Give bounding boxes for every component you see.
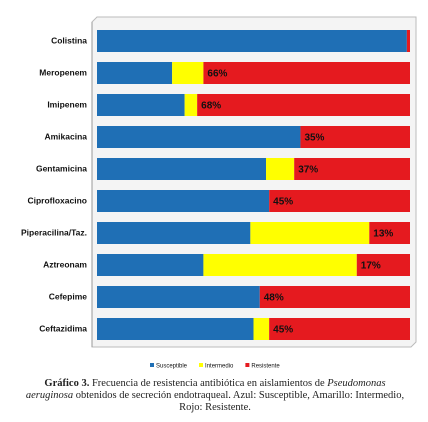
caption-species: Pseudomonas aeruginosa [25,378,386,401]
bar-segment [97,190,270,212]
data-label: 45% [273,325,293,336]
y-tick-label: Ciprofloxacino [27,195,87,205]
y-tick-label: Gentamicina [36,163,87,173]
bar-segment [250,222,370,244]
bar-segment [97,126,301,148]
data-label: 17% [361,261,381,272]
bar-segment [259,286,410,308]
bar-segment [294,158,410,180]
bar-segment [300,126,410,148]
data-label: 66% [207,69,227,80]
bar-segment [253,318,270,340]
data-label: 37% [298,165,318,176]
data-label: 68% [201,101,221,112]
legend-label: Intermedio [205,364,234,370]
y-tick-label: Ceftazidima [39,323,87,333]
y-tick-label: Aztreonam [43,259,87,269]
bar-segment [406,30,410,52]
y-tick-label: Imipenem [47,99,87,109]
legend-swatch [245,363,250,367]
bar-segment [172,62,204,84]
bar-segment [184,94,198,116]
bar-segment [269,318,410,340]
data-label: 48% [264,293,284,304]
legend-swatch [150,363,154,367]
bar-segment [369,222,410,244]
data-label: 35% [304,133,324,144]
caption-text: Frecuencia de resistencia antibiótica en… [91,378,325,389]
y-tick-label: Piperacilina/Taz. [21,227,87,237]
bar-segment [203,254,357,276]
data-label: 45% [273,197,293,208]
legend-swatch [199,363,204,367]
y-tick-label: Cefepime [49,291,88,301]
bar-segment [266,158,295,180]
y-tick-label: Amikacina [44,131,87,141]
bar-segment [197,94,410,116]
bar-segment [97,158,267,180]
caption: Gráfico 3. Frecuencia de resistencia ant… [22,378,408,414]
legend-label: Susceptible [156,364,188,370]
chart: Colistina Meropenem 66% Imipenem 68% Amikacin… [21,16,417,370]
bar-segment [97,222,251,244]
bar-segment [97,94,185,116]
bar-segment [97,318,254,340]
y-tick-label: Colistina [51,35,87,45]
caption-label: Gráfico 3. [44,378,90,389]
bar-segment [203,62,410,84]
y-tick-label: Meropenem [39,67,87,77]
bar-segment [356,254,410,276]
bar-segment [97,30,407,52]
bar-segment [97,62,173,84]
legend-label: Resistente [251,364,280,370]
bar-segment [97,286,260,308]
caption-text: obtenidos de secreción endotraqueal. Azu… [75,390,405,413]
bar-segment [97,254,204,276]
data-label: 13% [373,229,393,240]
bar-segment [269,190,410,212]
